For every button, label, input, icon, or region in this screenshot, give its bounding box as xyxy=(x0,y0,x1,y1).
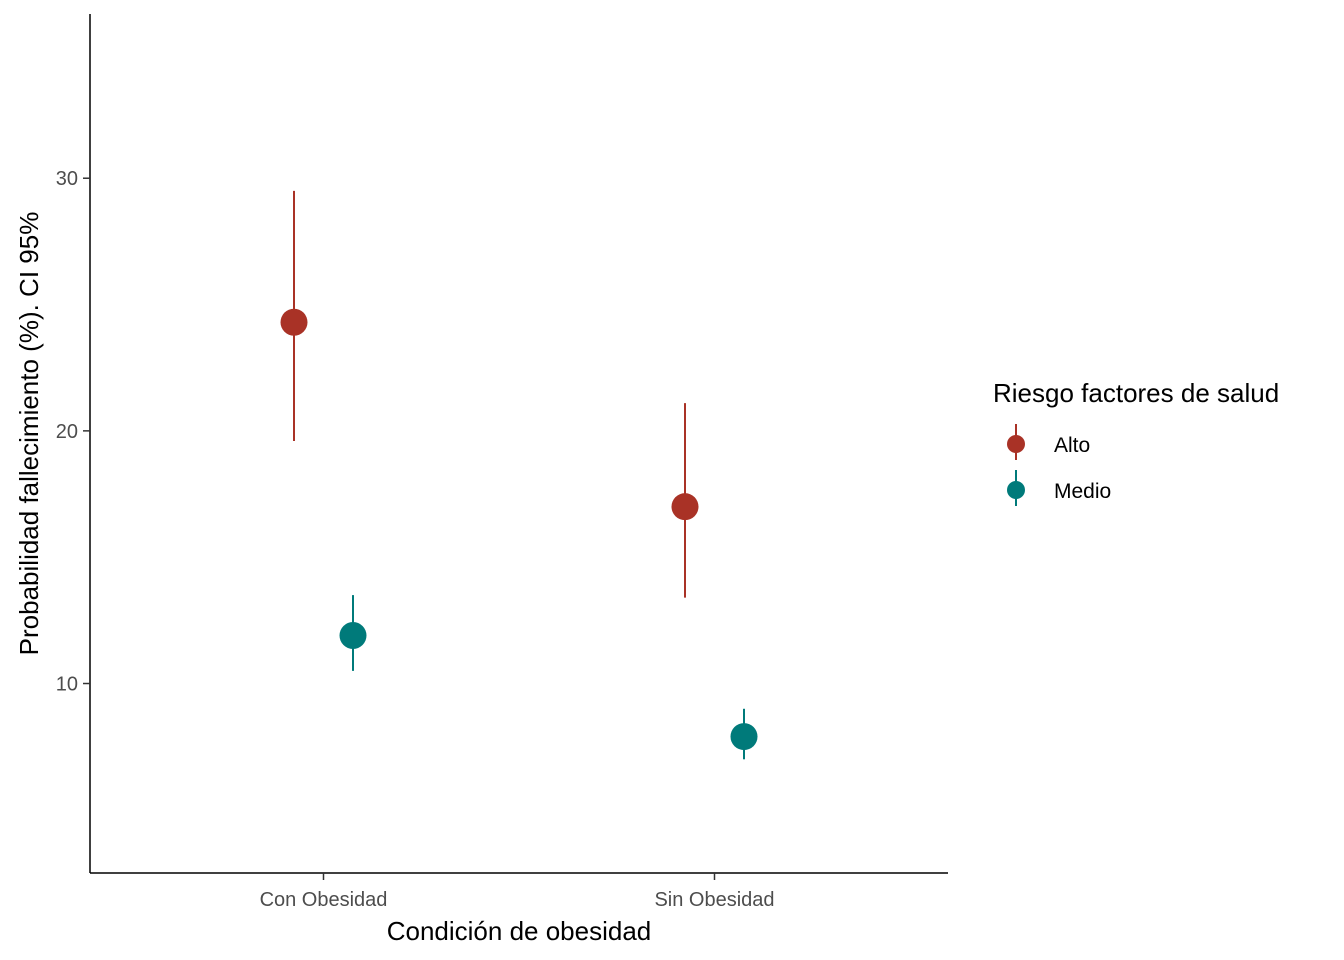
legend: Riesgo factores de salud Alto Medio xyxy=(993,378,1279,506)
data-point xyxy=(730,723,758,751)
legend-items: Alto Medio xyxy=(1007,424,1111,506)
legend-key-point xyxy=(1007,435,1025,453)
legend-label: Alto xyxy=(1054,434,1090,457)
data-point xyxy=(280,308,308,336)
data-point xyxy=(339,622,367,650)
y-tick-label: 10 xyxy=(56,674,78,696)
legend-label: Medio xyxy=(1054,480,1111,503)
y-axis-title: Probabilidad fallecimiento (%). CI 95% xyxy=(14,212,44,656)
plot-area: 10 20 30 Con Obesidad Sin Obesidad xyxy=(56,14,948,911)
legend-title: Riesgo factores de salud xyxy=(993,378,1279,408)
x-tick-label: Sin Obesidad xyxy=(654,889,774,911)
legend-key-point xyxy=(1007,481,1025,499)
y-tick-label: 30 xyxy=(56,168,78,190)
y-tick-label: 20 xyxy=(56,421,78,443)
x-axis-title: Condición de obesidad xyxy=(387,916,652,946)
x-tick-label: Con Obesidad xyxy=(260,889,388,911)
y-ticks: 10 20 30 xyxy=(56,168,90,696)
data-marks xyxy=(280,190,758,760)
x-ticks: Con Obesidad Sin Obesidad xyxy=(260,873,775,911)
data-point xyxy=(671,493,699,521)
